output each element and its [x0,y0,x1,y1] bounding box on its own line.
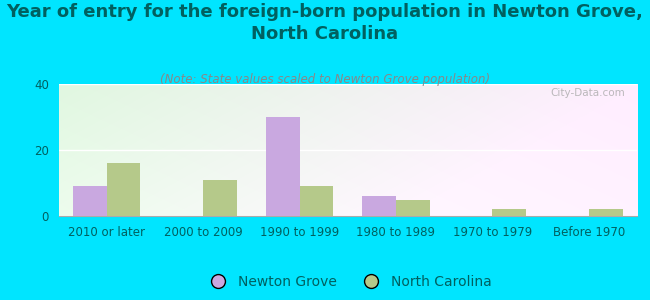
Text: City-Data.com: City-Data.com [551,88,625,98]
Bar [396,200,430,216]
Bar [203,180,237,216]
Bar [73,186,107,216]
Bar [493,209,526,216]
Legend: Newton Grove, North Carolina: Newton Grove, North Carolina [199,269,497,294]
Bar [589,209,623,216]
Bar [300,186,333,216]
Text: (Note: State values scaled to Newton Grove population): (Note: State values scaled to Newton Gro… [160,74,490,86]
Bar [266,117,300,216]
Bar [362,196,396,216]
Bar [107,163,140,216]
Text: Year of entry for the foreign-born population in Newton Grove,
North Carolina: Year of entry for the foreign-born popul… [6,3,644,43]
